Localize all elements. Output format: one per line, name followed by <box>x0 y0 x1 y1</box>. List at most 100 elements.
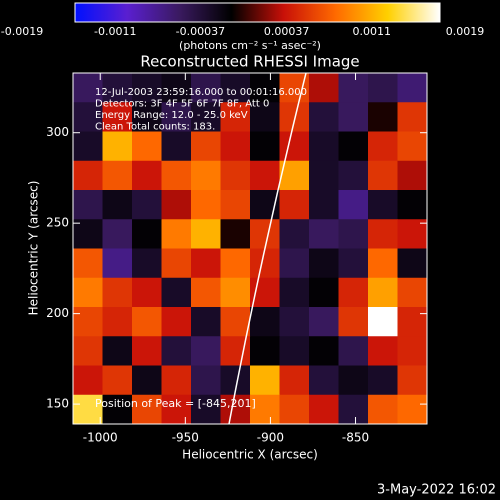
image-cell <box>132 160 162 191</box>
image-cell <box>279 190 310 220</box>
image-cell <box>279 394 310 424</box>
colorbar-tick-label: 0.00037 <box>264 25 310 38</box>
annotation: 12-Jul-2003 23:59:16.000 to 00:01:16.000 <box>95 87 307 98</box>
image-cell <box>279 307 310 337</box>
image-cell <box>102 73 133 103</box>
image-cell <box>338 131 369 162</box>
image-cell <box>338 73 369 103</box>
timestamp: 3-May-2022 16:02 <box>377 483 496 498</box>
image-cell <box>397 102 427 132</box>
image-cell <box>73 102 103 132</box>
colorbar-tick-label: -0.0019 <box>1 25 43 38</box>
colorbar <box>74 2 441 23</box>
image-cell <box>279 219 310 249</box>
image-cell <box>220 277 251 308</box>
y-tick-label: 300 <box>46 125 69 139</box>
image-cell <box>368 160 398 191</box>
image-cell <box>368 248 398 279</box>
solar-limb <box>228 73 307 424</box>
image-cell <box>161 365 192 396</box>
image-cell <box>220 131 251 162</box>
image-cell <box>397 190 427 220</box>
image-cell <box>338 102 369 132</box>
image-cell <box>73 365 103 396</box>
annotation: Energy Range: 12.0 - 25.0 keV <box>95 110 248 121</box>
image-cell <box>102 131 133 162</box>
image-cell <box>397 336 427 366</box>
y-axis-label: Heliocentric Y (arcsec) <box>27 181 41 316</box>
image-cell <box>132 394 162 424</box>
image-cell <box>102 102 133 132</box>
image-cell <box>132 131 162 162</box>
image-cell <box>368 219 398 249</box>
image-cell <box>161 248 192 279</box>
image-cell <box>220 219 251 249</box>
image-cell <box>338 307 369 337</box>
image-cell <box>161 336 192 366</box>
image-cell <box>309 219 339 249</box>
image-cell <box>161 219 192 249</box>
plot-frame <box>72 72 428 425</box>
image-cell <box>397 131 427 162</box>
image-cell <box>73 160 103 191</box>
image-cell <box>309 102 339 132</box>
y-tick-label: 250 <box>46 216 69 230</box>
image-cell <box>132 365 162 396</box>
image-cell <box>220 160 251 191</box>
image <box>73 73 427 424</box>
image-cell <box>309 190 339 220</box>
x-axis-label: Heliocentric X (arcsec) <box>182 448 318 462</box>
image-cell <box>368 102 398 132</box>
image-cell <box>161 277 192 308</box>
y-tick-label: 200 <box>46 306 69 320</box>
image-cell <box>73 73 103 103</box>
image-cell <box>132 219 162 249</box>
image-cell <box>250 73 280 103</box>
image-cell <box>368 307 398 337</box>
image-cell <box>161 307 192 337</box>
image-cell <box>73 219 103 249</box>
image-cell <box>102 248 133 279</box>
image-cell <box>191 248 221 279</box>
image-cell <box>397 307 427 337</box>
image-cell <box>191 190 221 220</box>
image-cell <box>161 102 192 132</box>
y-tick-label: 150 <box>46 397 69 411</box>
image-cell <box>102 219 133 249</box>
image-cell <box>250 219 280 249</box>
x-tick-label: -850 <box>342 431 369 445</box>
image-cell <box>279 277 310 308</box>
image-cell <box>250 336 280 366</box>
image-cell <box>220 307 251 337</box>
colorbar-tick-label: 0.0011 <box>352 25 391 38</box>
image-cell <box>132 248 162 279</box>
image-cell <box>191 336 221 366</box>
peak-label: Position of Peak = [-845,201] <box>95 397 256 410</box>
image-cell <box>250 131 280 162</box>
image-cell <box>220 248 251 279</box>
image-cell <box>338 394 369 424</box>
image-cell <box>368 73 398 103</box>
image-cell <box>338 277 369 308</box>
image-cell <box>191 219 221 249</box>
image-cell <box>220 102 251 132</box>
image-cell <box>250 365 280 396</box>
image-cell <box>161 190 192 220</box>
image-cell <box>309 73 339 103</box>
annotation: Clean Total counts: 183. <box>95 122 215 133</box>
image-cell <box>73 131 103 162</box>
image-cell <box>338 365 369 396</box>
image-cell <box>191 365 221 396</box>
image-cell <box>220 190 251 220</box>
image-cell <box>132 277 162 308</box>
image-cell <box>338 190 369 220</box>
image-cell <box>309 277 339 308</box>
image-cell <box>132 307 162 337</box>
image-cell <box>102 336 133 366</box>
image-cell <box>368 190 398 220</box>
image-cell <box>397 219 427 249</box>
image-cell <box>368 277 398 308</box>
image-cell <box>250 102 280 132</box>
image-cell <box>191 394 221 424</box>
